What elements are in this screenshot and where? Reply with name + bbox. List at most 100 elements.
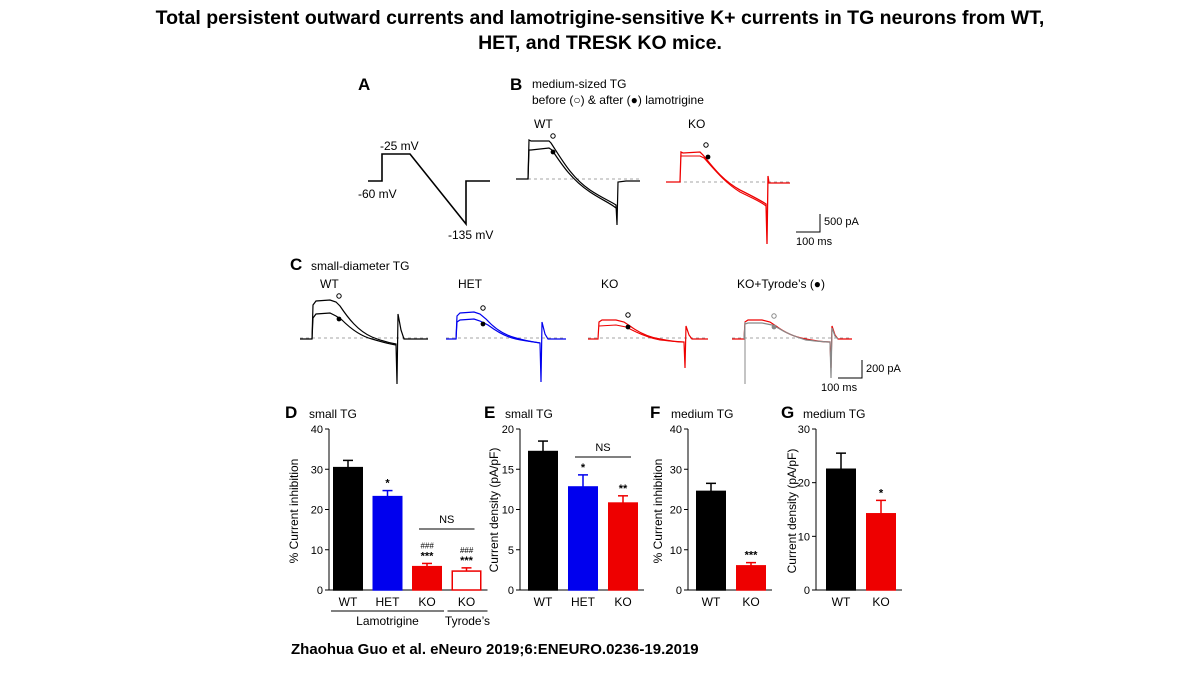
panel-c-het-after-marker bbox=[480, 321, 486, 327]
panel-d-significance: * bbox=[385, 478, 390, 490]
panel-e-x-tick-label: HET bbox=[571, 595, 596, 609]
panel-e-y-tick-label: 15 bbox=[502, 464, 514, 476]
panel-b-scale-time: 100 ms bbox=[796, 236, 833, 248]
protocol-step-label: -25 mV bbox=[380, 139, 419, 153]
panel-g-significance: * bbox=[879, 487, 884, 499]
citation: Zhaohua Guo et al. eNeuro 2019;6:ENEURO.… bbox=[291, 641, 699, 658]
panel-g-y-tick-label: 20 bbox=[798, 478, 810, 490]
panel-c-trace-label-wt: WT bbox=[320, 277, 339, 291]
panel-c-het-trace-before bbox=[446, 311, 566, 383]
protocol-ramp-end-label: -135 mV bbox=[448, 228, 493, 242]
panel-e-title: small TG bbox=[505, 407, 553, 421]
panel-c-ko-trace-after bbox=[598, 324, 685, 343]
panel-d-x-tick-label: KO bbox=[458, 595, 475, 609]
panel-d-bar bbox=[372, 495, 403, 591]
panel-c-scale-bar bbox=[838, 360, 863, 379]
panel-b-wt-trace-before bbox=[516, 139, 640, 226]
panel-c: C small-diameter TG WT HET KO KO+Tyrode’… bbox=[290, 255, 902, 394]
panel-d-y-tick-label: 10 bbox=[311, 545, 323, 557]
panel-g-label: G bbox=[781, 403, 794, 422]
panel-d-y-tick-label: 20 bbox=[311, 505, 323, 517]
panel-f-y-tick-label: 0 bbox=[676, 585, 682, 597]
panel-b-ko-trace-before bbox=[666, 150, 790, 245]
panel-b-scale-current: 500 pA bbox=[824, 216, 860, 228]
panel-d-x-tick-label: KO bbox=[418, 595, 435, 609]
panel-e-bar bbox=[528, 450, 558, 591]
panel-c-tyrode-trace-tyrode bbox=[743, 322, 839, 379]
panel-c-ko-trace-before bbox=[588, 319, 708, 369]
panel-c-scale-current: 200 pA bbox=[866, 363, 902, 375]
panel-e-x-tick-label: KO bbox=[614, 595, 631, 609]
panel-e-bar bbox=[568, 486, 598, 591]
panel-e-bar bbox=[608, 502, 638, 591]
panel-b-ko-after-marker bbox=[705, 154, 711, 160]
protocol-hold-label: -60 mV bbox=[358, 187, 397, 201]
panel-b: B medium-sized TG before (○) & after (●)… bbox=[510, 75, 860, 248]
panel-d-ylabel: % Current inhibition bbox=[287, 459, 301, 564]
panel-d-y-tick-label: 0 bbox=[317, 585, 323, 597]
panel-c-wt-trace-after bbox=[311, 312, 397, 346]
panel-f-ylabel: % Current inhibition bbox=[651, 459, 665, 564]
panel-g-x-tick-label: KO bbox=[872, 595, 889, 609]
panel-c-wt-after-marker bbox=[336, 316, 342, 322]
panel-g-chart: G medium TG Current density (pA/pF) 0 10 2… bbox=[781, 403, 902, 609]
panel-b-wt-after-marker bbox=[550, 149, 556, 155]
panel-c-ko-before-marker bbox=[625, 312, 631, 318]
panel-e-label: E bbox=[484, 403, 495, 422]
panel-f-x-tick-label: KO bbox=[742, 595, 759, 609]
panel-d-ns-label: NS bbox=[439, 514, 454, 526]
panel-f-x-tick-label: WT bbox=[702, 595, 721, 609]
panel-c-subtitle: small-diameter TG bbox=[311, 259, 409, 273]
panel-e-y-tick-label: 20 bbox=[502, 424, 514, 436]
panel-c-ko-after-marker bbox=[625, 324, 631, 330]
panel-b-ko-trace-after bbox=[681, 155, 767, 207]
panel-c-het-trace-after bbox=[455, 318, 541, 344]
panel-b-subtitle-1: medium-sized TG bbox=[532, 77, 626, 91]
panel-f-title: medium TG bbox=[671, 407, 733, 421]
panel-f-y-tick-label: 40 bbox=[670, 424, 682, 436]
panel-a-label: A bbox=[358, 75, 370, 94]
panel-d-y-tick-label: 30 bbox=[311, 464, 323, 476]
panel-c-wt-trace-before bbox=[300, 299, 428, 385]
panel-d-bar bbox=[333, 466, 363, 591]
panel-g-bar bbox=[826, 468, 856, 591]
figure-title: Total persistent outward currents and la… bbox=[0, 6, 1200, 56]
panel-f-bar bbox=[736, 565, 766, 591]
panel-b-label: B bbox=[510, 75, 522, 94]
figure-title-line1: Total persistent outward currents and la… bbox=[155, 7, 1045, 29]
panel-e-y-tick-label: 5 bbox=[508, 545, 514, 557]
panel-e-ylabel: Current density (pA/pF) bbox=[487, 448, 501, 573]
panel-e-x-tick-label: WT bbox=[534, 595, 553, 609]
panel-d-chart: D small TG % Current inhibition 0 10 20 30 4… bbox=[285, 403, 490, 628]
panel-e-ns-label: NS bbox=[595, 442, 610, 454]
panel-f-y-tick-label: 20 bbox=[670, 505, 682, 517]
panel-b-ko-before-marker bbox=[703, 142, 709, 148]
panel-d-y-tick-label: 40 bbox=[311, 424, 323, 436]
panel-a: A -25 mV -60 mV -135 mV bbox=[358, 75, 493, 242]
panel-f-y-tick-label: 30 bbox=[670, 464, 682, 476]
panel-d-group-label-lamotrigine: Lamotrigine bbox=[356, 614, 419, 628]
panel-g-y-tick-label: 0 bbox=[804, 585, 810, 597]
panel-d-significance-hash: ### bbox=[420, 541, 434, 550]
panel-c-tyrode-trace-ko bbox=[732, 319, 852, 369]
panel-e-significance: ** bbox=[619, 483, 628, 495]
panel-c-scale-time: 100 ms bbox=[821, 382, 858, 394]
panel-d-significance: *** bbox=[460, 555, 474, 567]
panel-d-group-label-tyrode: Tyrode’s bbox=[445, 614, 490, 628]
panel-c-trace-label-het: HET bbox=[458, 277, 483, 291]
voltage-protocol-trace bbox=[368, 153, 490, 227]
panel-g-x-tick-label: WT bbox=[832, 595, 851, 609]
panel-c-tyrode-marker bbox=[771, 324, 777, 330]
panel-d-bar bbox=[412, 565, 442, 591]
panel-b-wt-trace-after bbox=[527, 147, 617, 209]
panel-e-y-tick-label: 10 bbox=[502, 505, 514, 517]
panel-f-significance: *** bbox=[745, 550, 759, 562]
panel-f-chart: F medium TG % Current inhibition 0 10 20 30… bbox=[650, 403, 772, 609]
panel-b-subtitle-2: before (○) & after (●) lamotrigine bbox=[532, 93, 704, 107]
panel-b-trace-label-wt: WT bbox=[534, 117, 553, 131]
panel-b-trace-label-ko: KO bbox=[688, 117, 705, 131]
panel-f-label: F bbox=[650, 403, 660, 422]
panel-g-ylabel: Current density (pA/pF) bbox=[785, 449, 799, 574]
panel-c-label: C bbox=[290, 255, 302, 274]
